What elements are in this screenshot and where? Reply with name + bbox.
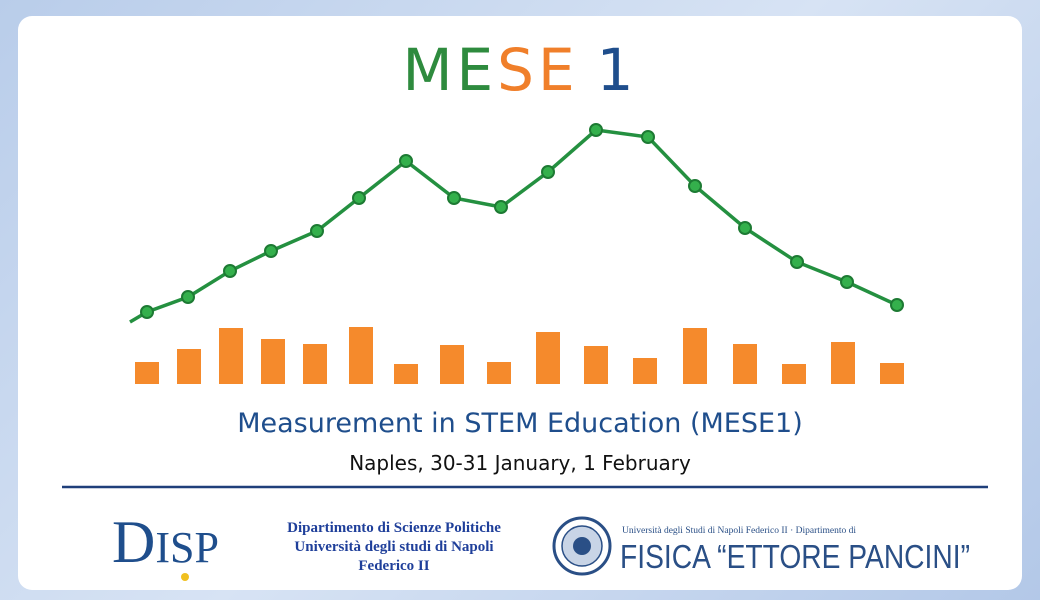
university-seal [552,516,612,576]
decor-line [129,128,898,324]
disp-initial: D [112,509,155,575]
disp-dot [181,573,189,581]
dates: Naples, 30-31 January, 1 February [349,451,691,475]
decor-markers [140,123,904,319]
disp-line: Federico II [358,558,429,574]
disp-logo: DISP [112,509,219,575]
disp-line: Dipartimento di Scienze Politiche [287,520,501,536]
title-part: SE [497,36,578,104]
fisica-small: Università degli Studi di Napoli Federic… [622,526,856,536]
title-part: 1 [597,36,638,104]
subtitle: Measurement in STEM Education (MESE1) [237,408,803,439]
decor-bars [135,327,904,384]
title: MESE 1 [402,36,637,104]
fisica-name: FISICA “ETTORE PANCINI” [620,538,970,575]
disp-line: Università degli studi di Napoli [294,539,493,555]
title-part: ME [402,36,497,104]
disp-rest: ISP [155,523,219,572]
